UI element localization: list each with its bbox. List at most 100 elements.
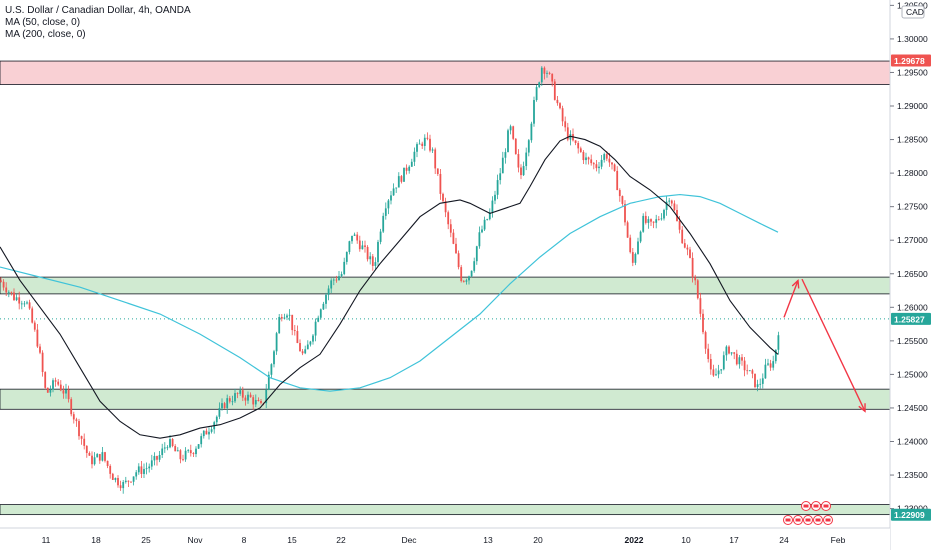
candles-layer: [0, 66, 780, 494]
candle-body-150: [390, 195, 392, 201]
candle-body-295: [767, 363, 769, 365]
candle-body-126: [327, 288, 330, 295]
candle-body-286: [743, 360, 746, 371]
price-tick-label-8: 1.26500: [897, 269, 928, 279]
candle-body-3: [7, 291, 10, 293]
candle-body-76: [197, 444, 200, 449]
candle-body-64: [166, 447, 169, 449]
candle-body-7: [18, 297, 21, 304]
low-price-tag-label: 1.22909: [894, 510, 925, 520]
candle-body-235: [611, 162, 613, 165]
candle-body-261: [678, 221, 681, 230]
current-price-tag-background: [891, 312, 931, 325]
candle-body-155: [403, 167, 405, 182]
candle-body-87: [226, 398, 229, 409]
candle-body-183: [475, 246, 478, 262]
candle-body-2: [5, 287, 8, 293]
candle-body-217: [564, 121, 567, 128]
candle-body-229: [595, 164, 598, 169]
time-tick-label-0: 11: [42, 535, 51, 545]
time-tick-label-1: 18: [91, 535, 101, 545]
candle-body-182: [473, 261, 476, 271]
candle-body-140: [364, 245, 366, 247]
candle-body-188: [488, 212, 491, 220]
candle-body-277: [720, 369, 723, 371]
candle-body-85: [221, 403, 223, 409]
ma200-legend[interactable]: MA (200, close, 0): [5, 29, 86, 40]
candle-body-199: [517, 154, 520, 168]
ma50-line: [0, 135, 779, 439]
price-tick-label-13: 1.24000: [897, 436, 928, 446]
candle-body-42: [109, 466, 112, 474]
candle-body-241: [626, 222, 629, 238]
candle-body-222: [577, 143, 580, 149]
candle-body-258: [670, 200, 673, 204]
candle-body-74: [192, 453, 195, 455]
candle-body-52: [135, 472, 138, 477]
candle-body-271: [704, 332, 707, 349]
candle-body-194: [504, 152, 507, 158]
candle-body-209: [543, 67, 546, 74]
candle-body-112: [291, 314, 294, 331]
candle-body-161: [418, 143, 421, 145]
candle-body-240: [624, 203, 626, 223]
candle-body-173: [449, 224, 452, 233]
price-tick-label-15: 1.23000: [897, 504, 928, 514]
candle-body-67: [174, 446, 177, 452]
ma50-legend[interactable]: MA (50, close, 0): [5, 17, 81, 28]
candle-body-28: [72, 414, 75, 420]
candle-body-98: [254, 400, 257, 405]
candle-body-38: [98, 454, 101, 461]
candle-body-21: [54, 380, 57, 382]
price-tick-label-4: 1.28500: [897, 135, 928, 145]
candle-body-246: [639, 231, 642, 242]
high-price-tag-background: [891, 54, 931, 67]
candle-body-154: [400, 176, 403, 182]
candle-body-201: [522, 166, 525, 176]
symbol-title[interactable]: U.S. Dollar / Canadian Dollar, 4h, OANDA: [5, 5, 191, 16]
candle-body-106: [275, 333, 278, 352]
candle-body-275: [715, 374, 717, 376]
price-tick-label-6: 1.27500: [897, 202, 928, 212]
candle-body-63: [163, 447, 166, 449]
candle-body-92: [239, 390, 242, 394]
candle-body-226: [587, 157, 590, 160]
event-marker-flag-5: [805, 518, 811, 522]
candle-body-30: [78, 421, 80, 437]
candle-body-119: [309, 341, 312, 345]
projection-arrowhead-1: [858, 403, 866, 413]
candle-body-251: [652, 221, 655, 223]
time-axis[interactable]: 11 18 25 Nov 8 15 22 Dec 13 20 2022 10 17 24 Feb: [0, 527, 890, 550]
high-price-tag-label: 1.29678: [894, 56, 925, 66]
candle-body-202: [525, 152, 528, 167]
price-axis[interactable]: 1.30500 1.30000 1.29500 1.29000 1.28500 1.280…: [889, 0, 932, 550]
price-tick-label-2: 1.29500: [897, 67, 928, 77]
candle-body-134: [348, 241, 351, 252]
candle-body-84: [218, 408, 221, 417]
candle-body-273: [709, 359, 712, 370]
candle-body-86: [223, 403, 226, 409]
candle-body-291: [756, 384, 759, 388]
candle-body-46: [119, 485, 122, 489]
candle-body-179: [465, 280, 468, 282]
candle-body-213: [553, 81, 556, 100]
candle-body-129: [335, 279, 338, 281]
price-tick-label-14: 1.23500: [897, 470, 928, 480]
candle-body-105: [273, 351, 275, 365]
candle-body-97: [252, 397, 255, 405]
candle-body-96: [249, 394, 252, 398]
candle-body-48: [124, 480, 127, 483]
candle-body-292: [759, 383, 762, 385]
candle-body-11: [28, 302, 31, 309]
candle-body-283: [735, 353, 738, 365]
candle-body-56: [145, 468, 148, 470]
price-tick-label-0: 1.30500: [897, 0, 928, 10]
candle-body-24: [62, 390, 65, 394]
candle-body-167: [434, 149, 437, 169]
candle-body-114: [296, 331, 299, 344]
candle-body-237: [616, 170, 619, 191]
candle-body-118: [306, 344, 309, 350]
candle-body-204: [530, 123, 533, 141]
